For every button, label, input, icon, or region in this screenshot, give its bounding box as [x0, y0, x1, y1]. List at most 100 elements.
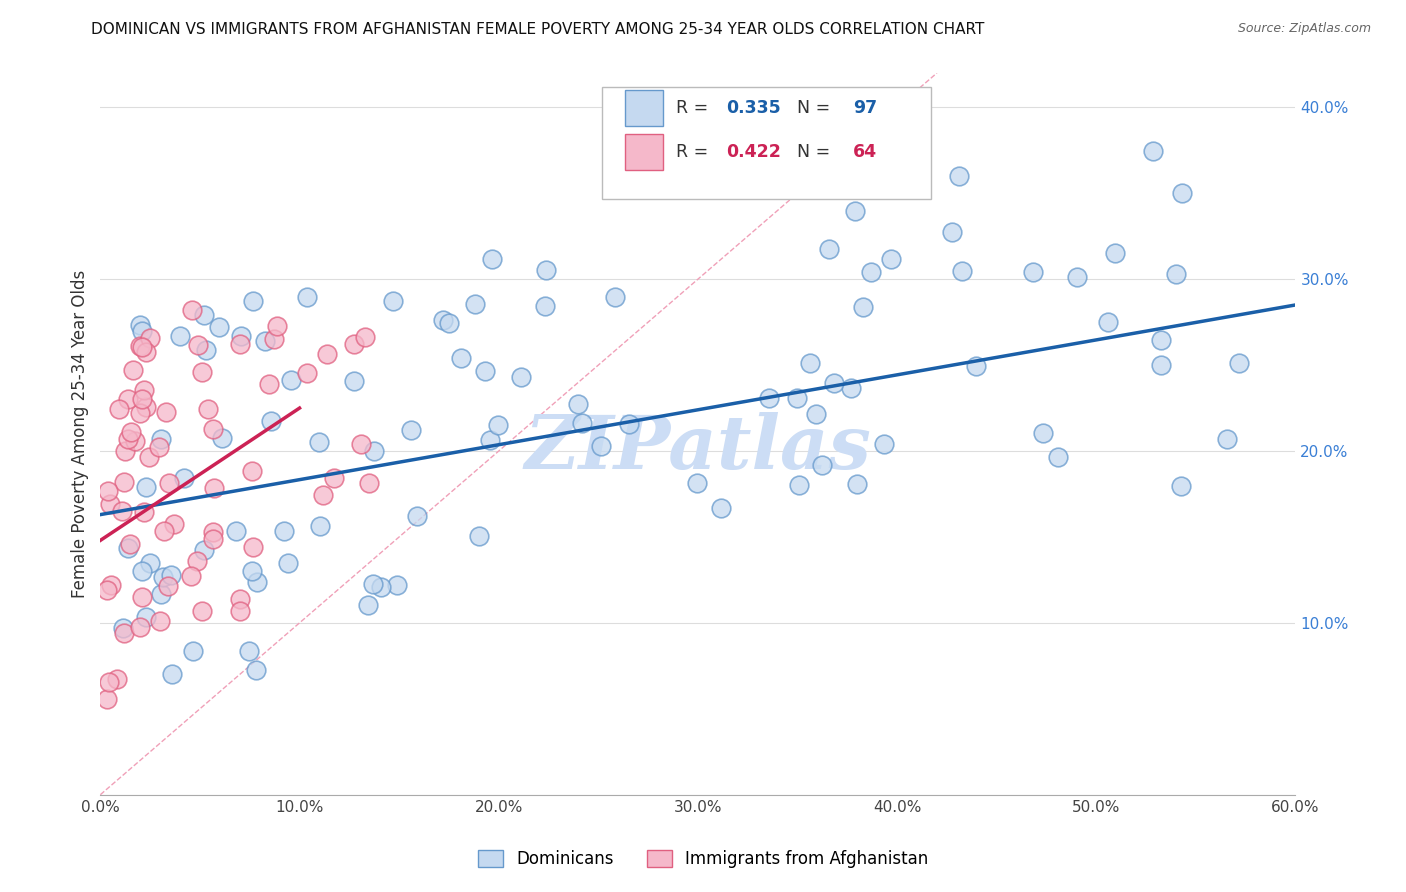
Point — [181, 302, 204, 317]
Point — [97, 483, 120, 498]
Point — [354, 330, 377, 344]
Text: DOMINICAN VS IMMIGRANTS FROM AFGHANISTAN FEMALE POVERTY AMONG 25-34 YEAR OLDS CO: DOMINICAN VS IMMIGRANTS FROM AFGHANISTAN… — [91, 22, 984, 37]
Point — [160, 567, 183, 582]
Point — [1021, 265, 1043, 279]
Text: 97: 97 — [853, 99, 877, 118]
Point — [229, 329, 252, 343]
Point — [112, 475, 135, 490]
Point — [277, 557, 299, 571]
Point — [96, 692, 118, 706]
Point — [941, 226, 963, 240]
Point — [187, 337, 209, 351]
Point — [155, 405, 177, 419]
Point — [173, 471, 195, 485]
Point — [859, 265, 882, 279]
Point — [157, 579, 180, 593]
Point — [131, 392, 153, 406]
Point — [169, 329, 191, 343]
Point — [1216, 433, 1239, 447]
Point — [1150, 358, 1173, 372]
Point — [105, 672, 128, 686]
Point — [437, 316, 460, 330]
Point — [191, 603, 214, 617]
Point — [208, 320, 231, 334]
Text: N =: N = — [786, 99, 837, 118]
Point — [450, 351, 472, 365]
Point — [131, 340, 153, 354]
Point — [965, 359, 987, 373]
Point — [129, 406, 152, 420]
Point — [786, 391, 808, 405]
Point — [758, 391, 780, 405]
Point — [385, 578, 408, 592]
Point — [350, 437, 373, 451]
Point — [100, 496, 122, 510]
Point — [1170, 478, 1192, 492]
Point — [117, 432, 139, 446]
Point — [135, 344, 157, 359]
Point — [131, 591, 153, 605]
Point — [263, 332, 285, 346]
Point — [534, 263, 557, 277]
Y-axis label: Female Poverty Among 25-34 Year Olds: Female Poverty Among 25-34 Year Olds — [72, 269, 89, 598]
Point — [157, 475, 180, 490]
Point — [710, 501, 733, 516]
Point — [605, 290, 627, 304]
Point — [112, 625, 135, 640]
Point — [135, 480, 157, 494]
Point — [254, 334, 277, 348]
Point — [308, 435, 330, 450]
Point — [135, 609, 157, 624]
Point — [108, 402, 131, 417]
Point — [686, 476, 709, 491]
Point — [138, 331, 160, 345]
Point — [129, 620, 152, 634]
Point — [1032, 425, 1054, 440]
Point — [619, 417, 641, 431]
Point — [357, 598, 380, 612]
Point — [873, 437, 896, 451]
FancyBboxPatch shape — [626, 134, 664, 169]
Point — [150, 432, 173, 446]
Point — [134, 384, 156, 398]
Point — [134, 505, 156, 519]
Point — [240, 464, 263, 478]
Point — [229, 336, 252, 351]
Point — [571, 417, 593, 431]
Point — [153, 524, 176, 539]
Point — [163, 517, 186, 532]
Point — [194, 343, 217, 357]
Point — [124, 434, 146, 449]
Text: R =: R = — [676, 99, 714, 118]
Point — [315, 347, 337, 361]
Point — [806, 407, 828, 421]
Point — [180, 569, 202, 583]
Point — [242, 541, 264, 555]
Point — [342, 337, 364, 351]
Point — [839, 381, 862, 395]
Point — [382, 293, 405, 308]
Point — [240, 565, 263, 579]
Point — [122, 362, 145, 376]
Point — [242, 293, 264, 308]
Text: N =: N = — [786, 143, 837, 161]
Point — [201, 422, 224, 436]
Point — [186, 554, 208, 568]
Point — [201, 532, 224, 546]
Point — [193, 542, 215, 557]
Point — [138, 450, 160, 465]
Point — [309, 519, 332, 533]
Point — [238, 644, 260, 658]
Point — [1170, 186, 1192, 201]
Point — [478, 433, 501, 447]
Point — [257, 377, 280, 392]
Point — [432, 312, 454, 326]
Text: 64: 64 — [853, 143, 877, 161]
Point — [481, 252, 503, 266]
Point — [486, 417, 509, 432]
Point — [202, 481, 225, 495]
Point — [323, 471, 346, 485]
Point — [100, 578, 122, 592]
Point — [567, 396, 589, 410]
Point — [191, 365, 214, 379]
